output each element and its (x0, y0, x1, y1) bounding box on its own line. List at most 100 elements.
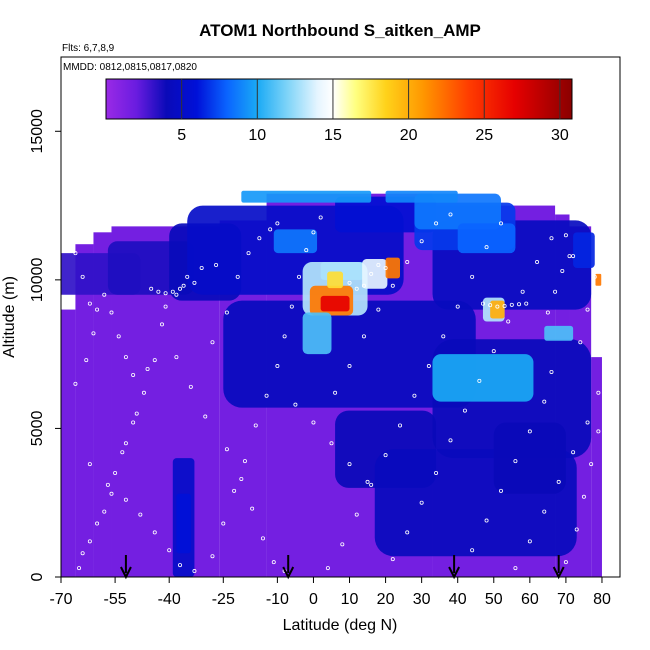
sample-point (520, 289, 525, 294)
x-tick-label: 20 (377, 591, 395, 608)
sample-point (87, 301, 92, 306)
heat-cell (595, 273, 602, 286)
sample-point (174, 292, 179, 297)
sample-point (578, 340, 583, 345)
heat-column (93, 232, 112, 577)
sample-point (73, 381, 78, 386)
heat-cell (432, 354, 534, 402)
sample-point (185, 274, 190, 279)
sample-point (448, 438, 453, 443)
heat-column (61, 309, 76, 577)
sample-point (585, 307, 590, 312)
sample-point (513, 566, 518, 571)
x-axis: -70 -55 -40 -25 -10 0 10 20 30 40 50 60 70 80 (49, 577, 611, 608)
sample-point (498, 221, 503, 226)
plot-frame (60, 56, 621, 578)
sample-point (549, 369, 554, 374)
heat-column (75, 244, 94, 577)
sample-point (596, 390, 601, 395)
heat-cell (457, 223, 516, 254)
sample-point (91, 331, 96, 336)
heatmap-layer (61, 190, 602, 577)
sample-point (369, 482, 374, 487)
colorbar-tick-label: 5 (177, 127, 186, 144)
sample-point (567, 254, 572, 259)
sample-point (383, 265, 388, 270)
sample-point (329, 441, 334, 446)
sample-point (563, 560, 568, 565)
heat-cell (544, 325, 574, 341)
colorbar: 5 10 15 20 25 30 (105, 78, 573, 144)
sample-point (242, 459, 247, 464)
sample-point (419, 239, 424, 244)
sample-point (253, 423, 258, 428)
sample-point (549, 236, 554, 241)
colorbar-tick-label: 20 (400, 127, 418, 144)
sample-point (152, 530, 157, 535)
sample-point (527, 429, 532, 434)
heat-cell (241, 190, 372, 203)
sample-point (95, 521, 100, 526)
sample-point (563, 233, 568, 238)
sample-point (141, 390, 146, 395)
sample-point (102, 509, 107, 514)
x-tick-label: -70 (49, 591, 72, 608)
heat-cell (223, 300, 476, 408)
sample-point (506, 319, 511, 324)
x-tick-label: 70 (557, 591, 575, 608)
sample-point (192, 280, 197, 285)
sample-point (589, 462, 594, 467)
sample-point (574, 527, 579, 532)
heat-cell (385, 190, 458, 203)
sample-point (502, 304, 507, 309)
sample-point (159, 322, 164, 327)
sample-point (581, 494, 586, 499)
sample-point (390, 283, 395, 288)
sample-point (311, 230, 316, 235)
sample-point (333, 390, 338, 395)
sample-point (178, 563, 183, 568)
heat-cell (273, 229, 318, 254)
sample-point (87, 462, 92, 467)
sample-point (109, 310, 114, 315)
sample-point (517, 302, 522, 307)
sample-point (84, 358, 89, 363)
sample-point (542, 509, 547, 514)
sample-point (347, 462, 352, 467)
colorbar-tick-label: 15 (324, 127, 342, 144)
sample-point (498, 488, 503, 493)
sample-point (203, 414, 208, 419)
sample-point (434, 221, 439, 226)
sample-point (405, 260, 410, 265)
sample-point (318, 215, 323, 220)
sample-point (405, 530, 410, 535)
sample-point (123, 441, 128, 446)
sample-point (419, 500, 424, 505)
sample-point (224, 310, 229, 315)
sample-point (365, 479, 370, 484)
heat-cell (414, 193, 501, 230)
sample-point (398, 423, 403, 428)
sample-point (210, 340, 215, 345)
sample-point (178, 286, 183, 291)
sample-point (347, 280, 352, 285)
sample-point (361, 334, 366, 339)
x-tick-label: 0 (309, 591, 318, 608)
profile-arrows (120, 555, 565, 580)
sample-point (257, 236, 262, 241)
sample-point (340, 542, 345, 547)
sample-point (73, 251, 78, 256)
sample-point (134, 411, 139, 416)
sample-point (495, 304, 500, 309)
sample-point (214, 262, 219, 267)
sample-point (170, 289, 175, 294)
sample-point (448, 212, 453, 217)
sample-point (113, 470, 118, 475)
sample-point (152, 358, 157, 363)
sample-point (488, 303, 493, 308)
sample-point (275, 364, 280, 369)
sample-point (560, 268, 565, 273)
sample-point (188, 384, 193, 389)
heat-column (591, 357, 602, 577)
sample-point (596, 429, 601, 434)
